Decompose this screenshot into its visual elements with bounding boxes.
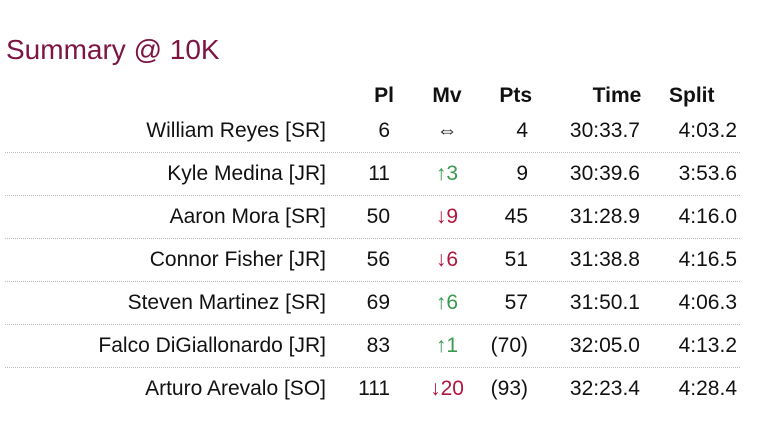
row-separator — [5, 367, 740, 368]
movement: ↑1 — [435, 334, 459, 357]
time: 32:05.0 — [569, 334, 640, 357]
split: 4:16.5 — [678, 248, 737, 271]
column-header: Pts — [499, 84, 532, 107]
column-header: Mv — [432, 84, 462, 107]
title: Summary @ 10K — [6, 34, 220, 65]
time: 30:39.6 — [569, 162, 640, 185]
athlete-name: Arturo Arevalo [SO] — [145, 377, 326, 400]
movement: ↓6 — [435, 248, 459, 271]
movement: ⇔ — [436, 119, 458, 142]
movement: ↓9 — [435, 205, 459, 228]
athlete-name: Steven Martinez [SR] — [127, 291, 326, 314]
athlete-name: Aaron Mora [SR] — [169, 205, 326, 228]
split: 3:53.6 — [678, 162, 737, 185]
athlete-name: Connor Fisher [JR] — [149, 248, 326, 271]
points: 4 — [516, 119, 528, 142]
place: 69 — [366, 291, 390, 314]
points: 45 — [504, 205, 528, 228]
points: 51 — [504, 248, 528, 271]
points: 9 — [516, 162, 528, 185]
split: 4:28.4 — [678, 377, 737, 400]
place: 11 — [368, 162, 390, 185]
points: 57 — [504, 291, 528, 314]
time: 32:23.4 — [569, 377, 640, 400]
time: 31:50.1 — [569, 291, 640, 314]
column-header: Pl — [374, 84, 394, 107]
row-separator — [5, 152, 740, 153]
athlete-name: Kyle Medina [JR] — [167, 162, 326, 185]
place: 50 — [366, 205, 390, 228]
split: 4:03.2 — [678, 119, 737, 142]
points: (70) — [490, 334, 528, 357]
movement: ↑6 — [435, 291, 459, 314]
time: 31:38.8 — [569, 248, 640, 271]
time: 31:28.9 — [569, 205, 640, 228]
row-separator — [5, 195, 740, 196]
movement: ↑3 — [435, 162, 459, 185]
column-header: Split — [669, 84, 715, 107]
athlete-name: William Reyes [SR] — [146, 119, 326, 142]
place: 111 — [358, 377, 390, 400]
place: 6 — [378, 119, 390, 142]
row-separator — [5, 238, 740, 239]
row-separator — [5, 281, 740, 282]
time: 30:33.7 — [569, 119, 640, 142]
place: 83 — [366, 334, 390, 357]
split: 4:13.2 — [678, 334, 737, 357]
athlete-name: Falco DiGiallonardo [JR] — [98, 334, 326, 357]
points: (93) — [490, 377, 528, 400]
split: 4:16.0 — [678, 205, 737, 228]
split: 4:06.3 — [678, 291, 737, 314]
column-header: Time — [592, 84, 642, 107]
movement: ↓20 — [430, 377, 464, 400]
place: 56 — [366, 248, 390, 271]
row-separator — [5, 324, 740, 325]
